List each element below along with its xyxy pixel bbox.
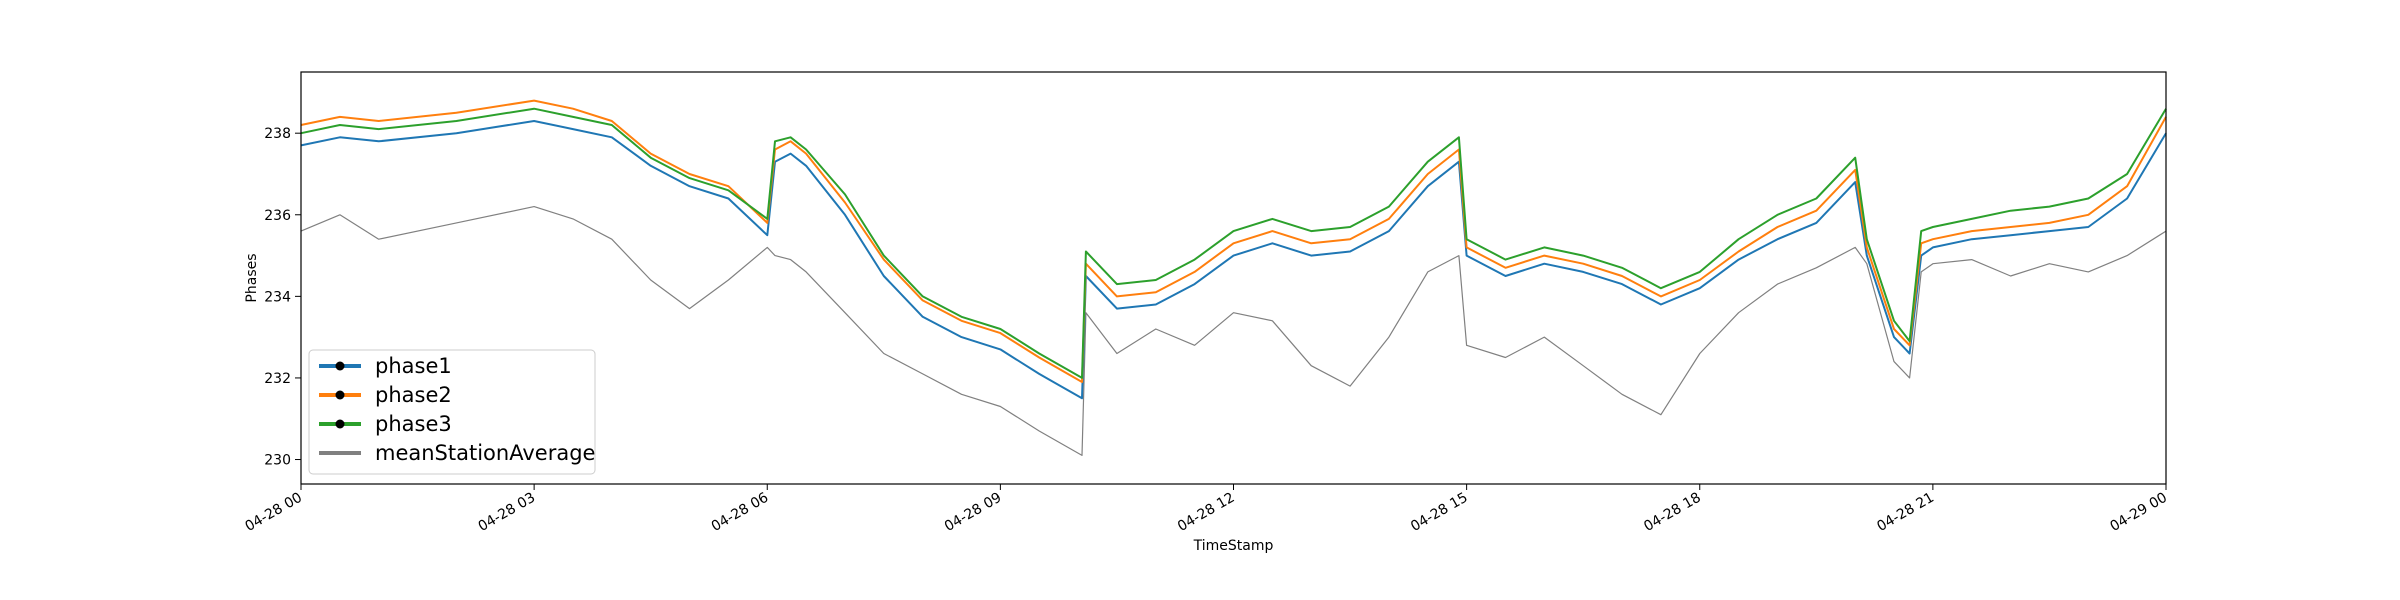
series-line-meanStationAverage <box>300 206 2167 456</box>
y-axis-label: Phases <box>244 253 260 302</box>
legend-label-meanStationAverage: meanStationAverage <box>375 441 595 465</box>
y-tick-label: 232 <box>264 371 291 387</box>
legend-box <box>308 349 596 475</box>
x-tick-label: 04-28 15 <box>1408 490 1471 535</box>
legend: phase1 phase2 phase3 meanStationAverage <box>308 349 596 475</box>
x-tick-label: 04-28 09 <box>942 490 1005 535</box>
y-tick-label: 238 <box>264 126 291 142</box>
legend-marker-phase3 <box>335 419 345 429</box>
x-tick-label: 04-28 00 <box>242 490 305 535</box>
x-tick-label: 04-29 00 <box>2107 490 2170 535</box>
series-line-phase2 <box>300 99 2167 383</box>
legend-marker-phase2 <box>335 390 345 400</box>
y-tick-label: 236 <box>264 208 291 224</box>
legend-label-phase1: phase1 <box>375 354 452 378</box>
x-tick-label: 04-28 18 <box>1641 490 1704 535</box>
legend-marker-phase1 <box>335 361 345 371</box>
x-axis-label: TimeStamp <box>1193 538 1274 554</box>
legend-label-phase2: phase2 <box>375 383 452 407</box>
x-tick-label: 04-28 06 <box>709 490 772 535</box>
x-tick-label: 04-28 12 <box>1175 490 1238 535</box>
legend-label-phase3: phase3 <box>375 412 452 436</box>
x-tick-label: 04-28 21 <box>1874 490 1937 535</box>
x-tick-label: 04-28 03 <box>476 490 539 535</box>
y-tick-label: 234 <box>264 289 291 305</box>
y-tick-label: 230 <box>264 453 291 469</box>
series-line-phase1 <box>300 120 2167 400</box>
series-line-phase3 <box>300 107 2167 379</box>
series-layer <box>300 99 2167 456</box>
